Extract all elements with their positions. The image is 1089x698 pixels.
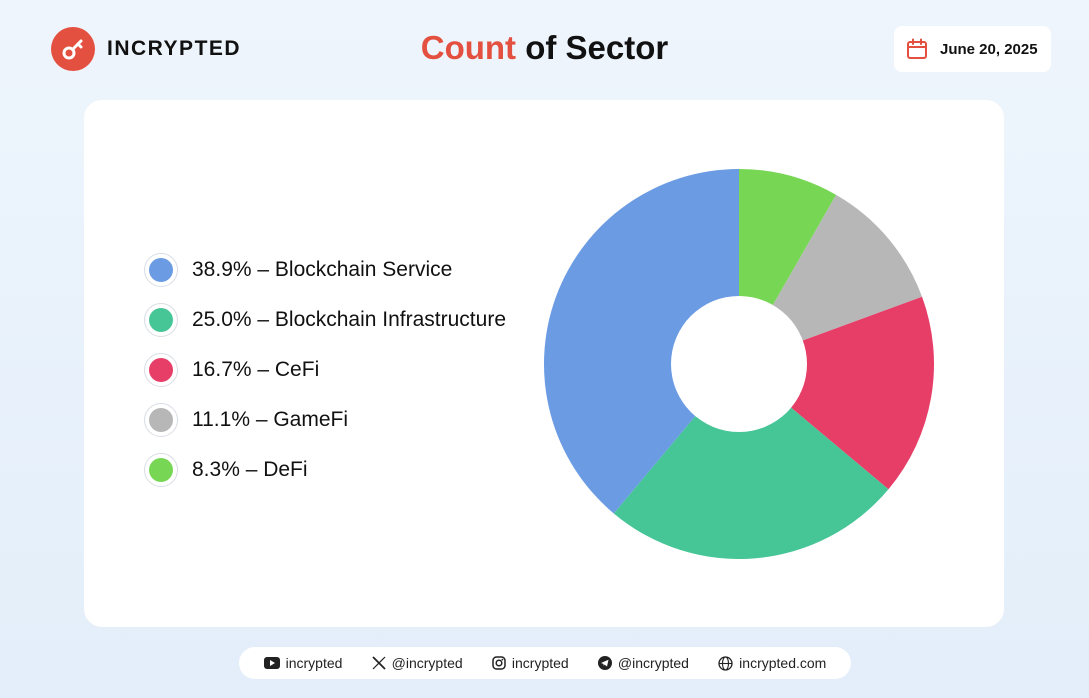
date-badge: June 20, 2025 (894, 26, 1051, 72)
chart-legend: 38.9% – Blockchain Service 25.0% – Block… (144, 245, 506, 495)
instagram-icon (492, 656, 506, 670)
footer-youtube-label: incrypted (285, 655, 343, 671)
pie-slice-cefi (739, 296, 934, 490)
legend-swatch (144, 403, 178, 437)
footer-instagram-label: incrypted (511, 655, 569, 671)
page-title: Count of Sector (0, 29, 1089, 67)
legend-label: 25.0% – Blockchain Infrastructure (192, 308, 506, 331)
social-footer: incrypted @incrypted incrypted @incrypte… (239, 647, 851, 679)
legend-swatch-dot (149, 308, 173, 332)
legend-swatch (144, 353, 178, 387)
legend-swatch (144, 453, 178, 487)
globe-icon (718, 655, 733, 671)
footer-x-label: @incrypted (391, 655, 463, 671)
donut-chart (544, 169, 934, 559)
legend-item: 38.9% – Blockchain Service (144, 245, 506, 295)
legend-swatch (144, 253, 178, 287)
footer-website-label: incrypted.com (739, 655, 827, 671)
date-text: June 20, 2025 (940, 40, 1038, 58)
youtube-icon (263, 657, 280, 669)
title-rest: of Sector (516, 29, 669, 66)
legend-item: 25.0% – Blockchain Infrastructure (144, 295, 506, 345)
legend-swatch-dot (149, 408, 173, 432)
pie-slice-blockchain-infrastructure (613, 364, 889, 559)
legend-label: 16.7% – CeFi (192, 358, 320, 381)
footer-telegram-label: @incrypted (617, 655, 689, 671)
donut-hole (671, 296, 807, 432)
legend-label: 11.1% – GameFi (192, 408, 349, 431)
key-icon (51, 27, 95, 71)
x-icon (372, 656, 386, 670)
legend-item: 16.7% – CeFi (144, 345, 506, 395)
pie-slice-blockchain-service (544, 169, 739, 514)
legend-item: 8.3% – DeFi (144, 445, 506, 495)
legend-label: 8.3% – DeFi (192, 458, 308, 481)
legend-swatch-dot (149, 458, 173, 482)
brand-logo: INCRYPTED (51, 27, 241, 71)
brand-name: INCRYPTED (107, 37, 242, 60)
legend-label: 38.9% – Blockchain Service (192, 258, 453, 281)
footer-x[interactable]: @incrypted (372, 655, 463, 671)
legend-swatch-dot (149, 258, 173, 282)
legend-swatch (144, 303, 178, 337)
calendar-icon (907, 38, 927, 59)
legend-swatch-dot (149, 358, 173, 382)
footer-instagram[interactable]: incrypted (492, 655, 569, 671)
title-accent: Count (420, 29, 517, 66)
legend-item: 11.1% – GameFi (144, 395, 506, 445)
footer-telegram[interactable]: @incrypted (597, 655, 689, 671)
footer-youtube[interactable]: incrypted (263, 655, 343, 671)
footer-website[interactable]: incrypted.com (718, 655, 826, 671)
telegram-icon (597, 656, 612, 670)
